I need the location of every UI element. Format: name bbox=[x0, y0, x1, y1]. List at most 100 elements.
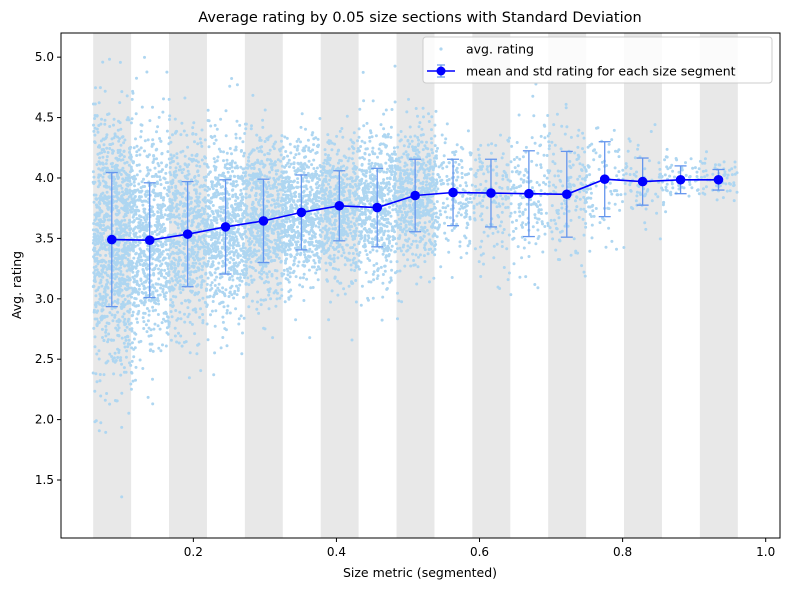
scatter-point bbox=[297, 152, 301, 156]
scatter-point bbox=[281, 157, 285, 161]
scatter-point bbox=[635, 170, 638, 174]
scatter-point bbox=[371, 296, 375, 300]
scatter-point bbox=[441, 166, 445, 170]
scatter-point bbox=[499, 133, 502, 137]
scatter-point bbox=[201, 217, 205, 221]
scatter-point bbox=[356, 149, 359, 153]
scatter-point bbox=[633, 156, 637, 160]
scatter-point bbox=[602, 218, 606, 222]
scatter-point bbox=[733, 165, 737, 169]
scatter-point bbox=[536, 151, 540, 155]
scatter-point bbox=[228, 311, 232, 315]
scatter-point bbox=[418, 121, 422, 125]
scatter-point bbox=[159, 283, 163, 287]
scatter-point bbox=[728, 189, 732, 193]
scatter-point bbox=[403, 232, 407, 236]
scatter-point bbox=[182, 168, 185, 171]
scatter-point bbox=[442, 154, 446, 158]
scatter-point bbox=[130, 97, 134, 101]
scatter-point bbox=[440, 133, 444, 137]
scatter-point bbox=[393, 182, 397, 186]
plot-area bbox=[60, 32, 781, 539]
scatter-point bbox=[578, 174, 582, 178]
scatter-point bbox=[92, 129, 96, 133]
scatter-point bbox=[171, 191, 175, 195]
scatter-point bbox=[425, 140, 428, 144]
scatter-point bbox=[581, 163, 585, 167]
scatter-point bbox=[334, 226, 338, 230]
scatter-point bbox=[417, 138, 420, 142]
scatter-point bbox=[556, 174, 560, 178]
scatter-point bbox=[143, 149, 146, 153]
scatter-point bbox=[286, 273, 290, 277]
scatter-point bbox=[251, 186, 255, 190]
scatter-point bbox=[399, 225, 403, 229]
scatter-point bbox=[225, 151, 229, 155]
scatter-point bbox=[183, 312, 186, 316]
scatter-point bbox=[155, 130, 158, 134]
scatter-point bbox=[336, 256, 340, 260]
scatter-point bbox=[274, 212, 278, 216]
scatter-point bbox=[234, 307, 238, 311]
scatter-point bbox=[479, 143, 483, 147]
scatter-point bbox=[441, 206, 445, 210]
scatter-point bbox=[302, 272, 306, 276]
scatter-point bbox=[156, 206, 160, 210]
scatter-point bbox=[472, 206, 476, 210]
scatter-point bbox=[104, 135, 108, 139]
scatter-point bbox=[319, 213, 323, 217]
scatter-point bbox=[589, 191, 593, 195]
scatter-point bbox=[193, 140, 196, 144]
scatter-point bbox=[433, 253, 437, 257]
scatter-point bbox=[539, 208, 543, 212]
scatter-point bbox=[321, 183, 324, 187]
scatter-point bbox=[92, 326, 96, 330]
scatter-point bbox=[348, 212, 352, 216]
scatter-point bbox=[258, 263, 262, 266]
scatter-point bbox=[374, 230, 378, 234]
scatter-point bbox=[225, 309, 229, 312]
scatter-point bbox=[313, 172, 317, 176]
scatter-point bbox=[228, 276, 232, 280]
scatter-point bbox=[259, 171, 263, 175]
scatter-point bbox=[163, 213, 167, 217]
scatter-point bbox=[389, 135, 393, 139]
scatter-point bbox=[162, 257, 166, 261]
scatter-point bbox=[138, 169, 142, 173]
scatter-point bbox=[414, 239, 418, 243]
scatter-point bbox=[264, 252, 268, 256]
scatter-point bbox=[625, 165, 629, 168]
scatter-point bbox=[445, 165, 449, 169]
scatter-point bbox=[581, 131, 585, 135]
scatter-point bbox=[348, 198, 352, 202]
scatter-point bbox=[530, 186, 534, 190]
scatter-point bbox=[549, 218, 553, 222]
scatter-point bbox=[105, 392, 109, 395]
scatter-point bbox=[517, 206, 521, 210]
scatter-point bbox=[271, 336, 275, 340]
scatter-point bbox=[204, 204, 208, 208]
scatter-point bbox=[697, 167, 701, 171]
scatter-point bbox=[127, 224, 131, 228]
scatter-point bbox=[148, 168, 152, 172]
scatter-point bbox=[419, 133, 423, 137]
scatter-point bbox=[138, 153, 142, 157]
scatter-point bbox=[518, 157, 522, 161]
scatter-point bbox=[497, 215, 501, 219]
scatter-point bbox=[367, 190, 371, 194]
scatter-point bbox=[312, 265, 316, 269]
scatter-point bbox=[244, 196, 248, 200]
scatter-point bbox=[397, 217, 401, 221]
scatter-point bbox=[480, 239, 484, 243]
scatter-point bbox=[211, 260, 215, 264]
scatter-point bbox=[636, 147, 640, 151]
scatter-point bbox=[183, 209, 187, 213]
scatter-point bbox=[657, 161, 661, 165]
scatter-point bbox=[174, 278, 178, 282]
scatter-point bbox=[454, 160, 458, 164]
scatter-point bbox=[231, 159, 234, 163]
scatter-point bbox=[138, 358, 142, 362]
scatter-point bbox=[517, 185, 521, 189]
scatter-point bbox=[653, 123, 657, 127]
scatter-point bbox=[635, 190, 639, 194]
